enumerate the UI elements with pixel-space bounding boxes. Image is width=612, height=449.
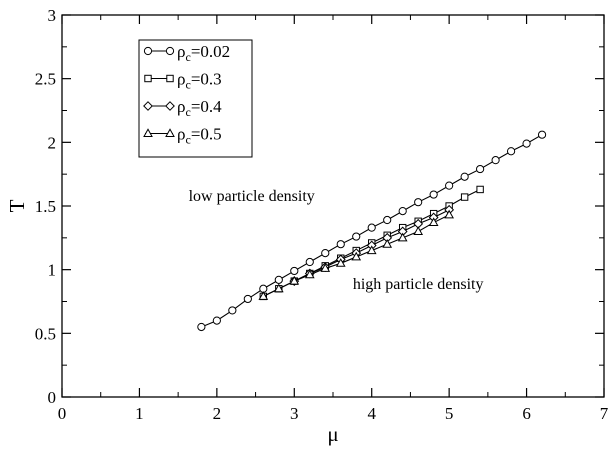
data-point-circle	[414, 198, 423, 207]
data-point-circle	[537, 130, 547, 139]
legend-marker-diamond	[165, 101, 175, 111]
legend-entry: ρc=0.4	[143, 97, 222, 119]
legend-entry: ρc=0.3	[144, 70, 222, 92]
data-point-circle	[476, 164, 485, 174]
legend-marker-circle	[143, 46, 153, 56]
data-point-circle	[336, 240, 345, 249]
annotation-text: low particle density	[189, 188, 315, 205]
x-tick-label: 6	[522, 404, 531, 423]
y-tick-label: 1	[48, 261, 57, 280]
legend-marker-diamond	[143, 101, 153, 111]
axis-ticks: 0 1 2 3 4 5 6 7 0 0.5 1 1.5 2 2.5 3	[35, 6, 609, 423]
legend-marker-triangle	[165, 128, 175, 137]
data-point-triangle	[366, 245, 377, 255]
data-point-triangle	[273, 283, 284, 293]
data-point-circle	[228, 306, 237, 315]
data-point-triangle	[397, 232, 408, 242]
y-tick-label: 2.5	[35, 70, 56, 89]
data-point-circle	[429, 190, 438, 199]
data-point-triangle	[444, 209, 454, 219]
legend-box	[138, 39, 253, 158]
data-point-circle	[243, 294, 252, 304]
x-axis-label: μ	[327, 422, 338, 446]
legend-marker-circle	[165, 46, 175, 56]
legend-label-value: =0.4	[191, 97, 222, 116]
data-point-triangle	[304, 269, 315, 279]
y-tick-label: 0	[48, 388, 57, 407]
data-point-circle	[445, 181, 454, 190]
y-axis-label: T	[5, 199, 29, 212]
data-point-triangle	[351, 251, 362, 261]
x-tick-label: 3	[290, 404, 299, 423]
data-point-triangle	[320, 263, 331, 272]
legend-label-base: ρ	[177, 97, 185, 116]
legend-label-value: =0.3	[191, 70, 222, 89]
data-point-circle	[352, 232, 361, 241]
data-point-circle	[491, 156, 500, 165]
legend-label-base: ρ	[177, 125, 185, 144]
data-point-circle	[305, 257, 314, 267]
data-point-circle	[460, 172, 469, 181]
legend-label-subscript: c	[185, 105, 190, 119]
legend-entry: ρc=0.02	[143, 42, 230, 64]
data-point-circle	[383, 215, 392, 225]
legend-label: ρc=0.3	[177, 70, 222, 92]
legend-label-subscript: c	[185, 133, 190, 147]
data-point-square	[476, 185, 484, 194]
data-point-triangle	[335, 258, 346, 267]
data-point-circle	[522, 139, 531, 148]
series-triangle	[258, 209, 454, 300]
legend-label: ρc=0.4	[177, 97, 222, 119]
series-circle	[197, 130, 547, 332]
annotation-text: high particle density	[353, 276, 484, 293]
x-tick-label: 7	[600, 404, 609, 423]
x-tick-label: 5	[445, 404, 454, 423]
data-point-circle	[367, 223, 376, 232]
data-point-circle	[506, 147, 516, 156]
data-point-square	[460, 193, 469, 201]
x-tick-label: 2	[213, 404, 222, 423]
data-point-circle	[321, 249, 330, 258]
legend-label-value: =0.5	[191, 125, 222, 144]
legend-label-subscript: c	[185, 78, 190, 92]
data-point-triangle	[289, 275, 300, 285]
data-point-triangle	[258, 291, 269, 300]
x-tick-label: 1	[135, 404, 144, 423]
series-layer	[197, 130, 547, 332]
data-point-circle	[398, 206, 407, 216]
y-tick-label: 0.5	[35, 324, 56, 343]
legend-marker-square	[166, 74, 174, 83]
annotations: low particle density high particle densit…	[189, 188, 484, 293]
x-tick-label: 4	[367, 404, 376, 423]
legend-marker-triangle	[143, 128, 153, 137]
legend-label: ρc=0.5	[177, 125, 222, 147]
y-tick-label: 2	[48, 133, 57, 152]
legend-label-subscript: c	[185, 50, 190, 64]
x-tick-label: 0	[58, 404, 67, 423]
legend-label-value: =0.02	[191, 42, 230, 61]
legend-label-base: ρ	[177, 42, 185, 61]
y-tick-label: 3	[48, 6, 57, 25]
data-point-circle	[274, 275, 283, 284]
legend-label: ρc=0.02	[177, 42, 230, 64]
legend-label-base: ρ	[177, 70, 185, 89]
data-point-circle	[290, 266, 299, 276]
data-point-triangle	[428, 217, 439, 227]
data-point-circle	[197, 322, 206, 332]
legend-marker-square	[144, 74, 152, 83]
legend-entry: ρc=0.5	[143, 125, 222, 147]
data-point-triangle	[413, 226, 424, 235]
data-point-circle	[212, 316, 221, 325]
data-point-triangle	[382, 238, 393, 248]
y-tick-label: 1.5	[35, 197, 56, 216]
